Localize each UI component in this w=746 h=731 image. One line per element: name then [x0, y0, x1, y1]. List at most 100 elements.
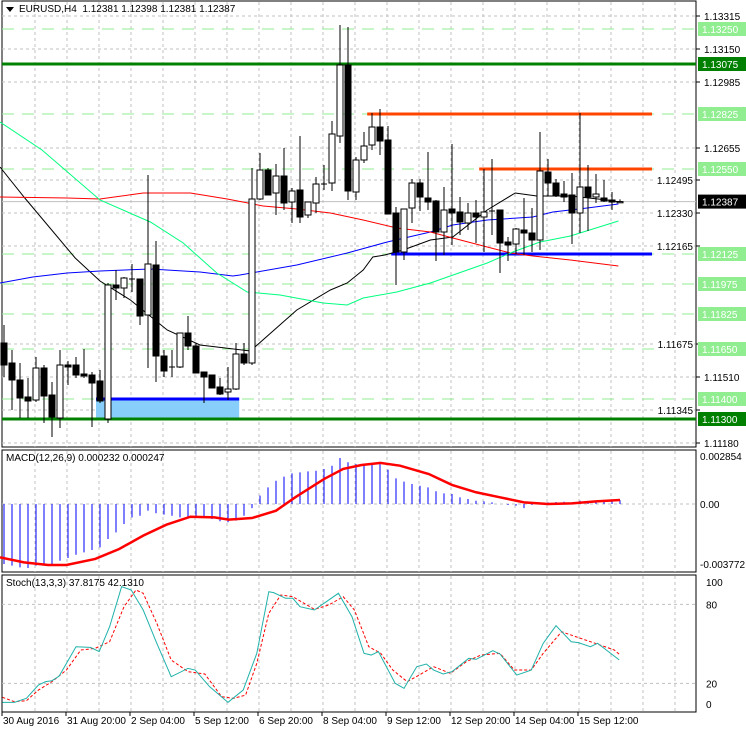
candle-body-bear [280, 175, 288, 204]
candle [16, 363, 24, 418]
price-axis-label: 1.13315 [704, 12, 741, 23]
candle-body-bull [224, 388, 232, 393]
candle [592, 174, 600, 203]
level-price-label: 1.12125 [702, 250, 739, 261]
level-price-label: 1.13075 [702, 60, 739, 71]
level-price-label: 1.11400 [702, 395, 738, 406]
level-price-tag [698, 307, 746, 321]
candle [600, 180, 608, 202]
stoch-signal-line [2, 589, 620, 703]
candle-body-bear [112, 284, 120, 289]
candle [8, 350, 16, 410]
candle-body-bear [240, 353, 248, 364]
candle-body-bear [80, 373, 88, 377]
time-axis-label: 2 Sep 04:00 [131, 716, 185, 727]
candle-body-bear [48, 394, 56, 418]
time-axis-label: 30 Aug 2016 [3, 716, 60, 727]
candle-body-bear [216, 386, 224, 395]
time-axis-label: 8 Sep 04:00 [323, 716, 377, 727]
level-price-tag [698, 412, 746, 426]
candle-body-bull [440, 209, 448, 233]
chart-title: EURUSD,H4 1.12381 1.12398 1.12381 1.1238… [6, 4, 235, 15]
candle [280, 148, 288, 210]
level-price-tag [698, 247, 746, 261]
candle [480, 169, 488, 252]
candle [288, 188, 296, 223]
macd-axis-label: 0.002854 [700, 452, 742, 463]
candle [304, 201, 312, 218]
candle [321, 165, 327, 190]
candle [136, 278, 144, 325]
candle-body-bull [464, 212, 472, 224]
candle-body-bull [176, 332, 184, 368]
candle [544, 159, 552, 196]
candle-body-bull [328, 133, 336, 184]
level-price-label: 1.12825 [702, 110, 739, 121]
candle [248, 168, 256, 365]
stoch-axis-label: 0 [706, 700, 712, 711]
moving-average-line [0, 192, 619, 267]
candle-body-bull [312, 183, 320, 204]
macd-axis-label: 0.00 [700, 500, 720, 511]
candle-body-bear [560, 193, 568, 198]
candle [129, 264, 135, 292]
candle [560, 181, 568, 202]
price-axis-label: 1.12495 [657, 176, 694, 187]
level-price-tag [698, 277, 746, 291]
level-price-label: 1.12550 [702, 165, 739, 176]
candle-body-bear [544, 171, 552, 184]
candle-body-bull [248, 198, 256, 364]
macd-signal-line [0, 461, 621, 567]
candle-body-bear [264, 169, 272, 196]
price-axis-label: 1.12985 [704, 78, 741, 89]
candle [72, 357, 80, 378]
level-price-label: 1.11825 [702, 310, 738, 321]
candle [240, 343, 248, 365]
candle [472, 200, 480, 243]
candle [456, 197, 464, 235]
level-price-tag [698, 57, 746, 71]
level-price-label: 1.11650 [702, 345, 738, 356]
candle [80, 349, 88, 378]
candle-body-bear [184, 332, 192, 347]
candle [528, 208, 536, 252]
candle [464, 203, 472, 230]
candle-body-bear [456, 211, 464, 223]
candle-body-bull [360, 145, 368, 161]
candle [0, 325, 8, 377]
candle-body-bull [144, 263, 152, 316]
candle [584, 165, 592, 231]
price-axis-label-backing [656, 338, 694, 350]
candle-body-bear [72, 364, 80, 376]
current-price-label: 1.12387 [702, 198, 739, 209]
level-price-label: 1.11975 [702, 280, 738, 291]
level-price-tag [698, 342, 746, 356]
candle [208, 374, 216, 389]
candle-body-bull [352, 159, 360, 193]
candle [424, 152, 432, 210]
candle [169, 350, 175, 377]
time-axis-label: 31 Aug 20:00 [67, 716, 126, 727]
candle-body-bull [536, 170, 544, 241]
candle-body-bull [56, 364, 64, 419]
price-axis-label-backing [656, 174, 694, 186]
stoch-main-line [2, 586, 620, 703]
candle-body-bear [24, 396, 32, 402]
ohlc-readout: 1.12381 1.12398 1.12381 1.12387 [82, 4, 236, 15]
candle-body-bull [288, 190, 296, 203]
candle [328, 121, 336, 191]
candle [416, 179, 424, 211]
candle [216, 378, 224, 395]
candle [120, 277, 128, 298]
candle-body-bull [400, 208, 408, 253]
price-axis-label: 1.11510 [704, 373, 740, 384]
candle-body-bear [40, 367, 48, 397]
candle [352, 157, 360, 200]
price-axis-label: 1.12165 [657, 242, 694, 253]
candle [272, 164, 280, 215]
candle [48, 382, 56, 437]
candle-body-bull [120, 277, 128, 289]
candle [344, 27, 352, 200]
dropdown-triangle-icon[interactable] [6, 6, 14, 12]
